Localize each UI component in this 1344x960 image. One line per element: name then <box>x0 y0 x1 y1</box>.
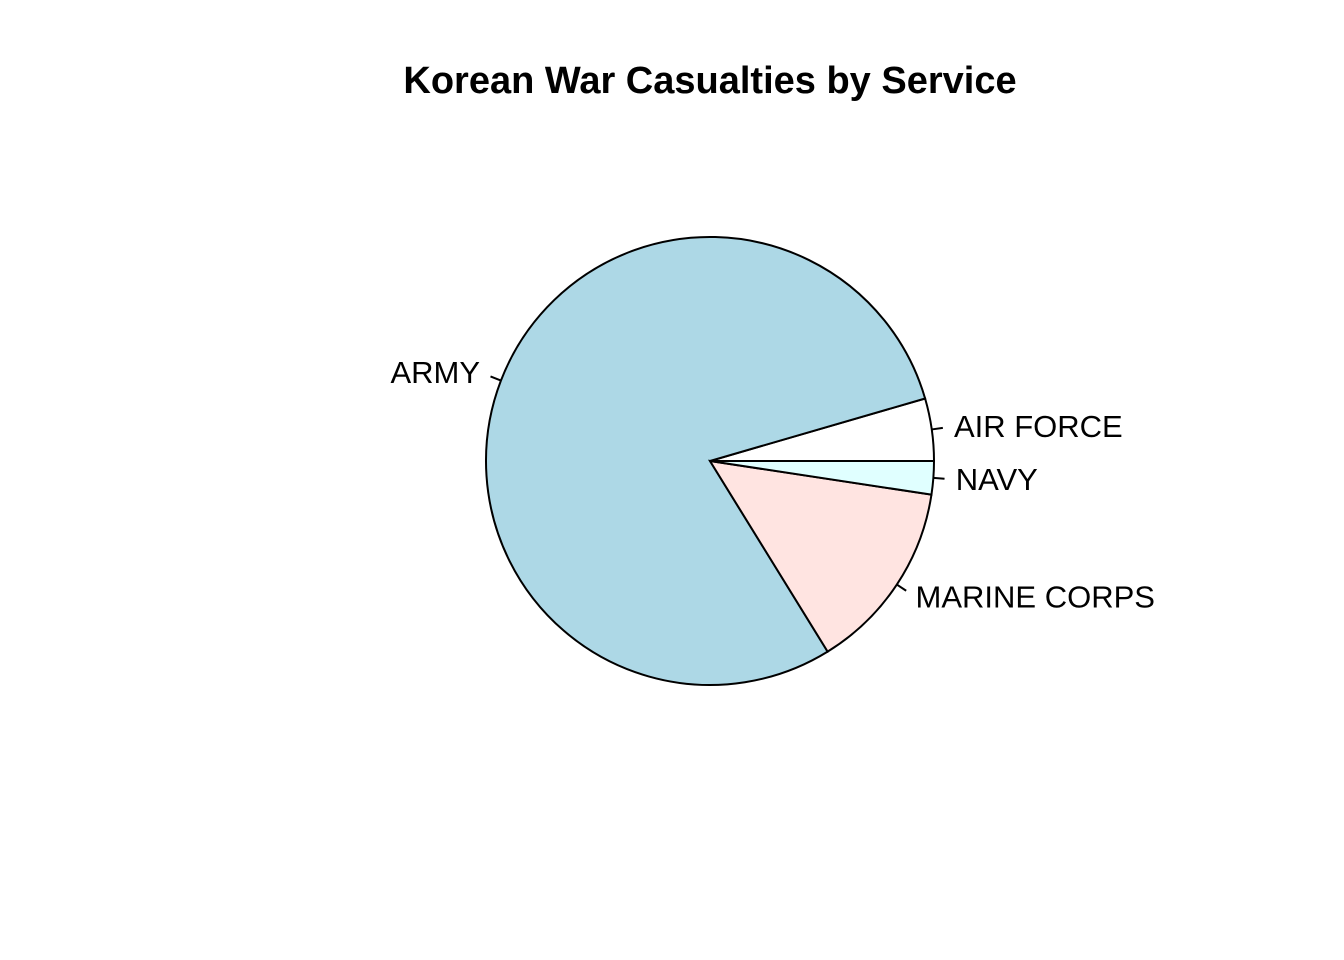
slice-label-navy: NAVY <box>956 462 1038 497</box>
slice-label-army: ARMY <box>390 355 480 390</box>
slice-label-air-force: AIR FORCE <box>954 409 1123 444</box>
slice-labels: AIR FORCE ARMY MARINE CORPS NAVY <box>390 355 1154 614</box>
slice-label-marine-corps: MARINE CORPS <box>916 579 1155 614</box>
chart-title: Korean War Casualties by Service <box>403 60 1016 102</box>
label-tick-marine-corps <box>896 583 907 592</box>
pie-slices <box>485 236 936 686</box>
label-tick-army <box>490 375 502 382</box>
label-tick-navy <box>933 476 945 480</box>
label-ticks <box>490 375 945 592</box>
label-tick-air-force <box>931 426 943 431</box>
pie-slice-army <box>485 236 927 686</box>
